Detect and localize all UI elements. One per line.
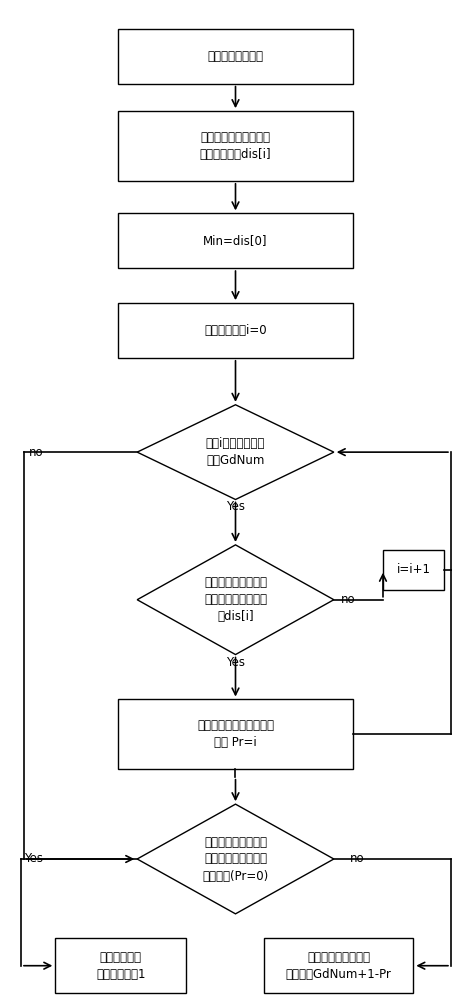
Text: Yes: Yes — [226, 500, 245, 513]
Bar — [118, 29, 353, 84]
Text: Yes: Yes — [24, 852, 43, 865]
Text: 判斪i是否小于光带
数量GdNum: 判斪i是否小于光带 数量GdNum — [206, 437, 265, 467]
Bar — [264, 938, 414, 993]
Text: 判断一圈盘车内相邻
光带纸最短距离是否
为dis[i]: 判断一圈盘车内相邻 光带纸最短距离是否 为dis[i] — [204, 576, 267, 623]
Bar — [383, 550, 444, 590]
Text: Yes: Yes — [226, 656, 245, 669]
Text: 计算相邻光电纸之间的
距离并保存在dis[i]: 计算相邻光电纸之间的 距离并保存在dis[i] — [200, 131, 271, 161]
Bar — [118, 111, 353, 181]
Bar — [118, 303, 353, 358]
Text: Min=dis[0]: Min=dis[0] — [203, 234, 268, 247]
Text: 第一个光电数据轴号
标记为：GdNum+1-Pr: 第一个光电数据轴号 标记为：GdNum+1-Pr — [285, 951, 391, 981]
Text: 判断一圈盘车内的初
始相位是否为第一个
光电数据(Pr=0): 判断一圈盘车内的初 始相位是否为第一个 光电数据(Pr=0) — [203, 836, 268, 882]
Text: 记录初始相位光带纸位置
序号 Pr=i: 记录初始相位光带纸位置 序号 Pr=i — [197, 719, 274, 749]
Bar — [118, 213, 353, 268]
Text: 设置循环变量i=0: 设置循环变量i=0 — [204, 324, 267, 337]
Text: 读取光电采样数据: 读取光电采样数据 — [208, 50, 263, 63]
Text: no: no — [341, 593, 355, 606]
Text: 第一个光电数
据轴号标记为1: 第一个光电数 据轴号标记为1 — [96, 951, 146, 981]
Bar — [118, 699, 353, 769]
Polygon shape — [137, 545, 334, 655]
Polygon shape — [137, 405, 334, 500]
Polygon shape — [137, 804, 334, 914]
Text: i=i+1: i=i+1 — [397, 563, 430, 576]
Text: no: no — [29, 446, 44, 459]
Bar — [55, 938, 187, 993]
Text: no: no — [350, 852, 365, 865]
